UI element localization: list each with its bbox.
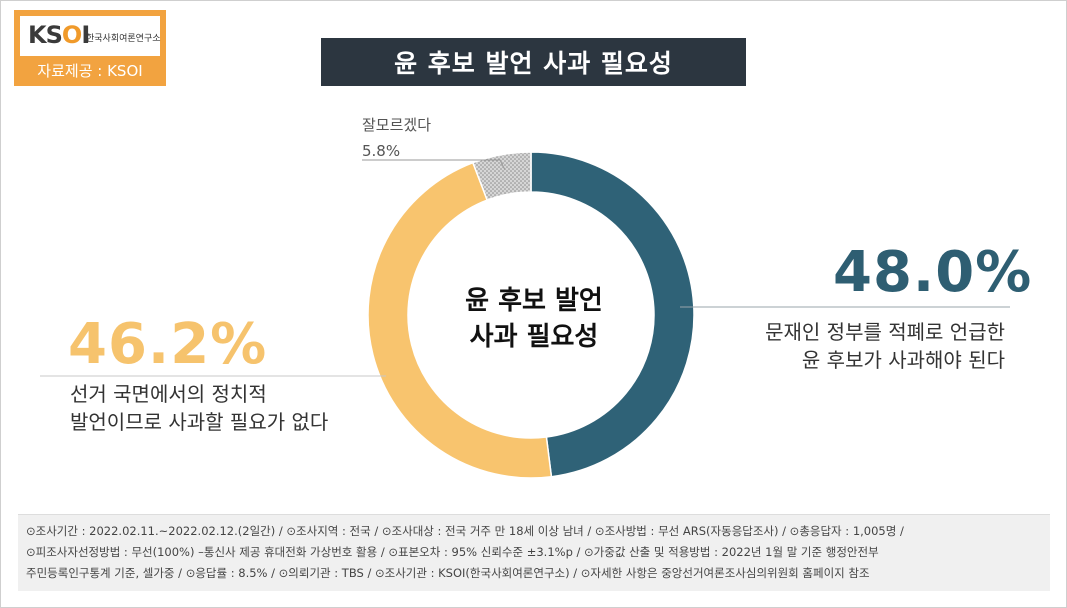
logo-org-name: 한국사회여론연구소 — [86, 34, 161, 44]
desc-no-apology-line2: 발언이므로 사과할 필요가 없다 — [70, 410, 329, 434]
footnote-line-3: 주민등록인구통계 기준, 셀가중 / ⊙응답률 : 8.5% / ⊙의뢰기관 :… — [26, 566, 870, 580]
slice-apology-needed — [530, 151, 695, 478]
chart-title: 윤 후보 발언 사과 필요성 — [321, 38, 746, 86]
logo-inner: KSOI 한국사회여론연구소 — [20, 16, 161, 56]
leader-lines — [40, 159, 1010, 377]
slice-no-apology — [367, 161, 553, 479]
unknown-value-label: 5.8% — [362, 142, 401, 160]
value-label-apology-needed: 48.0% — [833, 240, 1033, 305]
logo-mark-k: K — [28, 21, 47, 49]
slice-unknown — [471, 151, 532, 202]
logo-mark: KSOI — [28, 21, 90, 49]
desc-apology-needed-line2: 윤 후보가 사과해야 된다 — [801, 348, 1005, 372]
data-source-label: 자료제공 : KSOI — [37, 62, 143, 80]
center-label-line1: 윤 후보 발언 — [465, 286, 603, 316]
logo-mark-o: O — [61, 21, 82, 49]
unknown-category-label: 잘모르겠다 — [362, 116, 432, 134]
desc-no-apology: 선거 국면에서의 정치적 발언이므로 사과할 필요가 없다 — [70, 380, 328, 436]
ksoi-logo: KSOI 한국사회여론연구소 자료제공 : KSOI — [14, 10, 166, 86]
desc-no-apology-line1: 선거 국면에서의 정치적 — [70, 382, 267, 406]
donut-center-label: 윤 후보 발언 사과 필요성 — [436, 283, 632, 355]
center-label-line2: 사과 필요성 — [469, 322, 599, 352]
leader-line-unknown — [362, 159, 506, 171]
logo-mark-i: I — [81, 21, 90, 49]
donut-slices — [367, 151, 695, 479]
logo-mark-s: S — [45, 21, 63, 49]
footnote-line-1: ⊙조사기간 : 2022.02.11.~2022.02.12.(2일간) / ⊙… — [26, 524, 904, 538]
desc-apology-needed-line1: 문재인 정부를 적폐로 언급한 — [765, 320, 1005, 344]
desc-apology-needed: 문재인 정부를 적폐로 언급한 윤 후보가 사과해야 된다 — [765, 318, 1005, 374]
footnote-line-2: ⊙피조사자선정방법 : 무선(100%) –통신사 제공 휴대전화 가상번호 활… — [26, 545, 879, 559]
survey-footnote: ⊙조사기간 : 2022.02.11.~2022.02.12.(2일간) / ⊙… — [18, 514, 1050, 591]
value-label-no-apology: 46.2% — [68, 312, 268, 377]
